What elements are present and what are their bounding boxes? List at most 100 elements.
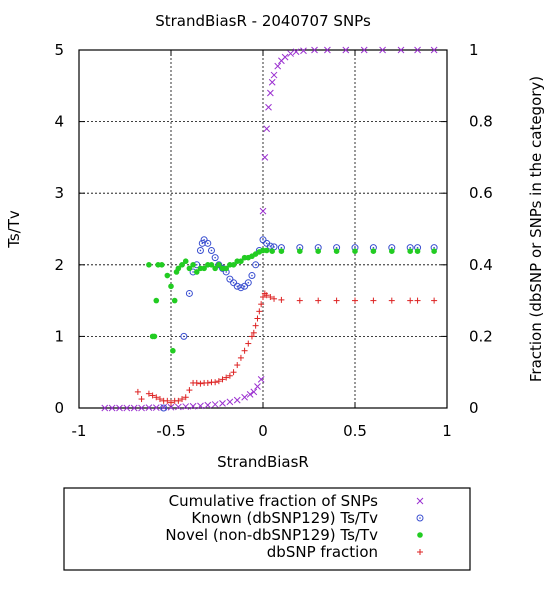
legend-marker <box>417 549 423 555</box>
data-point <box>193 269 200 275</box>
data-point <box>297 248 303 254</box>
data-point <box>311 46 318 54</box>
x-tick-label: 0.5 <box>343 422 367 440</box>
data-point <box>212 265 218 272</box>
data-point <box>237 284 245 292</box>
data-point <box>168 283 174 290</box>
data-point <box>146 262 152 268</box>
data-point <box>267 89 274 97</box>
x-tick-label: -0.5 <box>156 422 185 440</box>
data-point <box>268 78 276 86</box>
y-tick-label: 2 <box>54 256 64 274</box>
data-point <box>389 248 395 254</box>
data-point <box>145 390 152 397</box>
y-axis-label: Ts/Tv <box>5 210 23 249</box>
y2-tick-label: 0.2 <box>469 327 493 345</box>
y-tick-label: 0 <box>54 399 64 417</box>
data-point <box>197 380 204 387</box>
data-point <box>201 265 207 272</box>
data-point <box>200 236 208 244</box>
data-point <box>397 46 405 54</box>
data-point <box>179 396 186 403</box>
data-point <box>159 262 165 268</box>
data-point <box>234 362 241 369</box>
data-point <box>211 254 219 262</box>
legend-marker <box>417 532 423 538</box>
data-point <box>431 248 437 254</box>
series-known-dbsnp129-ts-tv <box>160 236 438 412</box>
data-point <box>204 239 212 247</box>
y-tick-label: 4 <box>54 113 64 131</box>
x-tick-label: -1 <box>72 422 87 440</box>
data-point <box>108 404 116 412</box>
data-point <box>138 404 145 412</box>
data-point <box>263 125 271 133</box>
grid <box>79 50 447 408</box>
data-point <box>246 391 254 398</box>
data-point <box>153 394 160 401</box>
legend-label: dbSNP fraction <box>267 543 378 561</box>
data-point <box>252 261 260 269</box>
data-point <box>215 378 222 385</box>
data-point <box>324 46 331 54</box>
legend-marker <box>416 497 424 505</box>
data-point <box>259 236 267 244</box>
data-point <box>179 262 185 268</box>
data-point <box>430 46 438 54</box>
chart-title: StrandBiasR - 2040707 SNPs <box>155 12 371 30</box>
data-point <box>190 262 196 268</box>
data-point <box>370 248 377 254</box>
data-point <box>160 404 168 412</box>
data-point <box>414 248 421 254</box>
data-point <box>189 402 197 410</box>
data-point <box>256 308 263 315</box>
data-point <box>204 379 211 386</box>
data-point <box>342 46 350 54</box>
data-point <box>241 393 248 401</box>
data-point <box>407 297 414 304</box>
y2-tick-label: 1 <box>469 41 479 59</box>
data-point <box>182 394 189 401</box>
data-point <box>208 262 215 268</box>
data-point <box>180 332 188 340</box>
data-point <box>263 247 270 254</box>
data-point <box>248 272 256 280</box>
data-point <box>212 379 219 386</box>
data-point <box>257 376 265 383</box>
data-point <box>182 403 190 410</box>
data-point <box>269 248 276 254</box>
data-point <box>130 404 138 412</box>
data-point <box>186 265 193 272</box>
data-point <box>270 71 278 79</box>
data-point <box>233 396 241 404</box>
x-axis-label: StrandBiasR <box>217 453 309 471</box>
data-point <box>267 294 274 301</box>
data-point <box>360 46 368 54</box>
data-point <box>333 297 340 304</box>
data-point <box>101 404 109 412</box>
data-point <box>278 248 285 254</box>
data-point <box>259 207 267 215</box>
data-point <box>223 265 229 272</box>
data-point <box>168 399 174 406</box>
y2-tick-label: 0 <box>469 399 479 417</box>
data-point <box>388 297 395 304</box>
data-point <box>265 103 272 111</box>
data-point <box>287 50 294 57</box>
x-tick-label: 1 <box>442 422 452 440</box>
y-tick-label: 1 <box>54 327 64 345</box>
y2-tick-label: 0.4 <box>469 256 493 274</box>
data-point <box>379 46 386 54</box>
data-point <box>414 297 421 304</box>
data-point <box>254 315 261 322</box>
data-point <box>254 383 261 390</box>
y-tick-label: 3 <box>54 184 64 202</box>
legend-marker <box>416 514 424 522</box>
series-marks <box>101 46 438 412</box>
data-point <box>250 329 257 336</box>
legend-label: Novel (non-dbSNP129) Ts/Tv <box>165 526 378 544</box>
data-point <box>138 396 145 403</box>
data-point <box>278 296 285 303</box>
data-point <box>153 297 160 304</box>
